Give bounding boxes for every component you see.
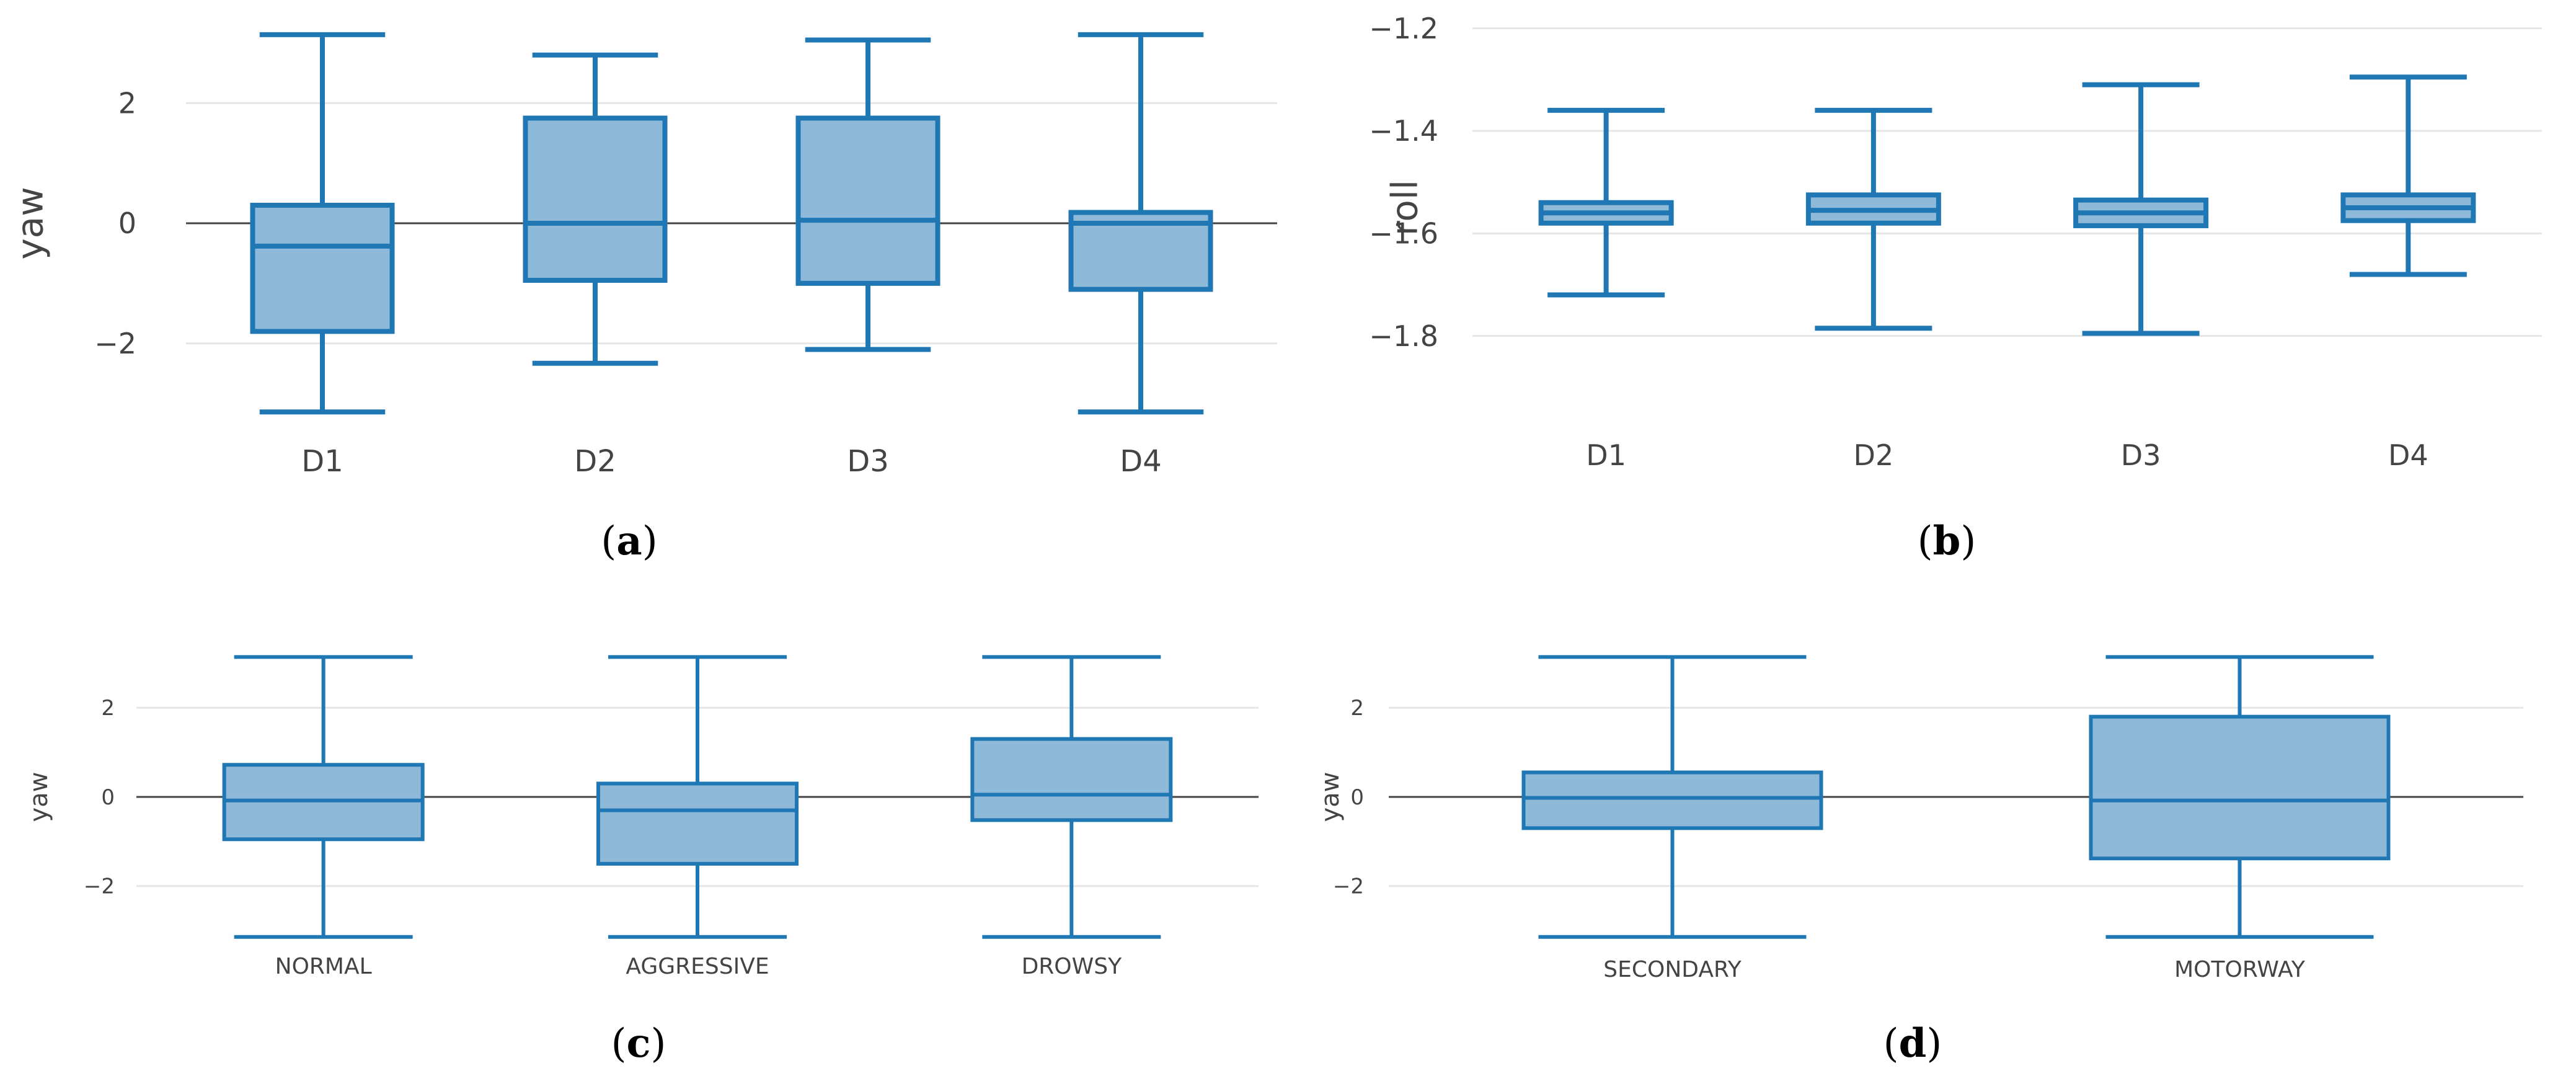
y-tick-label: −1.4 xyxy=(1369,114,1438,148)
y-tick-label: −1.8 xyxy=(1369,319,1438,353)
box-d3 xyxy=(795,37,941,352)
y-tick-label: −2 xyxy=(94,327,136,360)
caption-b: (b) xyxy=(1917,518,1976,564)
x-category-label: D3 xyxy=(847,444,889,479)
y-tick-label: 2 xyxy=(118,86,136,120)
y-tick-label: 0 xyxy=(1350,785,1364,810)
iqr-box xyxy=(2089,714,2391,861)
chart-c: 2 0 −2 yaw NORMAL AGGRESSIVE DROWSY xyxy=(25,655,1259,979)
x-category-label: D3 xyxy=(2121,438,2161,472)
chart-panel-c: 2 0 −2 yaw NORMAL AGGRESSIVE DROWSY xyxy=(0,620,1302,1017)
y-axis-label: yaw xyxy=(9,187,51,259)
x-category-label: NORMAL xyxy=(275,954,372,979)
y-tick-label: 0 xyxy=(118,207,136,240)
box-normal xyxy=(222,655,425,939)
iqr-box xyxy=(795,115,941,286)
box-secondary xyxy=(1521,655,1823,939)
chart-panel-a: 2 0 −2 yaw D1 D2 D3 D4 xyxy=(0,0,1302,515)
y-tick-label: 2 xyxy=(1350,696,1364,721)
iqr-box xyxy=(1521,770,1823,830)
box-motorway xyxy=(2089,655,2391,939)
y-tick-label: −2 xyxy=(1333,874,1364,899)
x-category-label: SECONDARY xyxy=(1603,957,1742,982)
chart-panel-d: 2 0 −2 yaw SECONDARY MOTORWAY xyxy=(1302,620,2576,1017)
x-category-label: MOTORWAY xyxy=(2174,957,2306,982)
chart-d: 2 0 −2 yaw SECONDARY MOTORWAY xyxy=(1316,655,2523,982)
box-d2 xyxy=(1805,107,1941,331)
x-category-label: D1 xyxy=(1586,438,1626,472)
y-tick-label: 0 xyxy=(101,785,115,810)
iqr-box xyxy=(523,115,668,283)
box-d4 xyxy=(2340,74,2476,277)
caption-c: (c) xyxy=(611,1020,666,1067)
x-category-label: D2 xyxy=(574,444,616,479)
y-tick-label: −1.2 xyxy=(1369,12,1438,45)
box-d3 xyxy=(2073,82,2209,336)
x-category-label: D1 xyxy=(301,444,343,479)
y-axis-label: yaw xyxy=(1316,772,1345,822)
box-d1 xyxy=(250,32,395,415)
iqr-box xyxy=(970,737,1173,822)
x-category-label: D4 xyxy=(1120,444,1162,479)
iqr-box xyxy=(250,202,395,334)
x-category-label: AGGRESSIVE xyxy=(626,954,769,979)
box-d4 xyxy=(1068,32,1213,415)
y-axis-label: roll xyxy=(1383,180,1425,236)
y-tick-label: 2 xyxy=(101,696,115,721)
y-tick-label: −2 xyxy=(84,874,115,899)
caption-d: (d) xyxy=(1883,1020,1942,1067)
chart-panel-b: −1.2 −1.4 −1.6 −1.8 roll D1 D2 D3 D4 xyxy=(1302,0,2576,515)
box-d1 xyxy=(1538,107,1674,298)
y-tick-label: −1.6 xyxy=(1369,216,1438,250)
box-drowsy xyxy=(970,655,1173,939)
x-category-label: D4 xyxy=(2388,438,2428,472)
iqr-box xyxy=(596,781,799,866)
caption-a: (a) xyxy=(601,518,658,564)
x-category-label: DROWSY xyxy=(1022,954,1123,979)
box-aggressive xyxy=(596,655,799,939)
chart-a: 2 0 −2 yaw D1 D2 D3 D4 xyxy=(9,32,1277,479)
chart-b: −1.2 −1.4 −1.6 −1.8 roll D1 D2 D3 D4 xyxy=(1369,12,2542,472)
y-axis-label: yaw xyxy=(25,772,53,822)
x-category-label: D2 xyxy=(1854,438,1894,472)
box-d2 xyxy=(523,52,668,366)
